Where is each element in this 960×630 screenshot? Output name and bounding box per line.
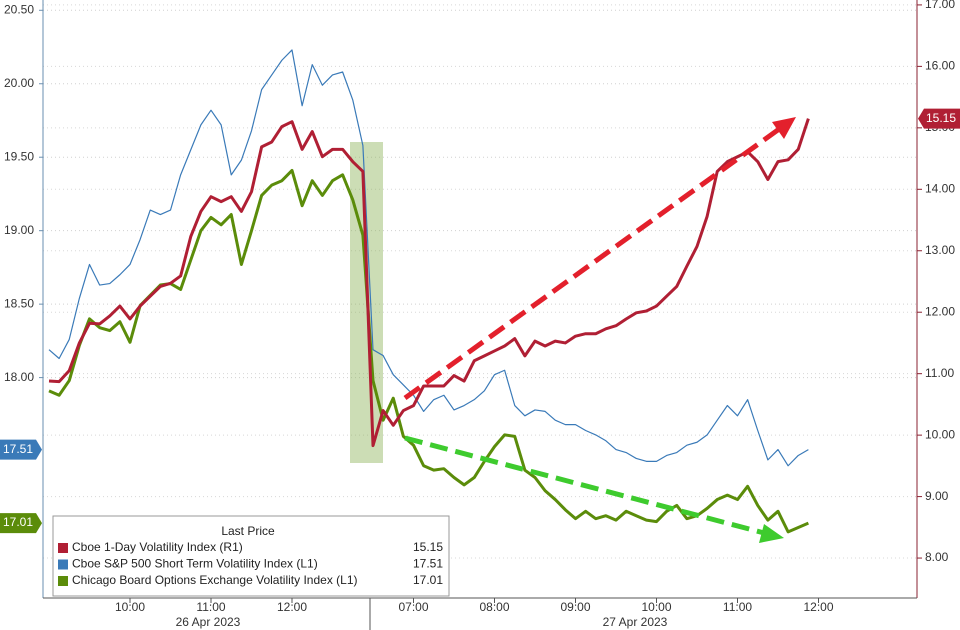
legend-value: 15.15	[413, 540, 443, 554]
legend-label: Cboe S&P 500 Short Term Volatility Index…	[72, 557, 318, 571]
legend-swatch	[58, 576, 68, 586]
y2-tick-label: 16.00	[925, 59, 955, 73]
series-line	[48, 49, 809, 467]
arrow-head	[759, 524, 784, 543]
y2-tick-label: 8.00	[925, 550, 949, 564]
red-arrow	[403, 117, 796, 401]
x-tick-label: 11:00	[723, 600, 752, 614]
y2-tick-label: 14.00	[925, 181, 955, 195]
y-tick-label: 20.00	[4, 76, 34, 90]
grid	[43, 4, 917, 559]
series-line	[48, 118, 810, 448]
axes: 18.00 18.50 19.00 19.50 20.00 20.50 8.00 9.00 10…	[4, 0, 955, 630]
y2-tick-label: 10.00	[925, 427, 955, 441]
legend-box	[52, 515, 450, 597]
x-tick-label: 11:00	[196, 600, 225, 614]
x-tick-label: 10:00	[641, 600, 671, 614]
x-tick-label: 10:00	[115, 600, 145, 614]
legend-label: Chicago Board Options Exchange Volatilit…	[72, 573, 358, 587]
arrow-shaft	[404, 435, 769, 537]
x-tick-label: 07:00	[398, 600, 428, 614]
green-arrow	[404, 435, 784, 543]
y2-tick-label: 9.00	[925, 489, 949, 503]
arrow-head	[772, 117, 796, 139]
y-tick-label: 18.00	[4, 370, 34, 384]
legend-title: Last Price	[221, 524, 275, 538]
date-label: 26 Apr 2023	[176, 615, 241, 629]
y-tick-label: 20.50	[4, 2, 34, 16]
date-label: 27 Apr 2023	[603, 615, 668, 629]
y2-tick-label: 12.00	[925, 304, 955, 318]
legend-swatch	[58, 543, 68, 553]
last-price-tag	[918, 108, 960, 129]
legend-label: Cboe 1-Day Volatility Index (R1)	[72, 540, 243, 554]
legend-value: 17.51	[413, 557, 443, 571]
last-price-label: 15.15	[926, 111, 956, 125]
y-tick-label: 19.50	[4, 149, 34, 163]
x-tick-label: 08:00	[479, 600, 509, 614]
last-price-tag	[0, 513, 42, 534]
x-tick-label: 12:00	[803, 600, 833, 614]
legend-swatch	[58, 559, 68, 570]
y2-tick-label: 17.00	[925, 0, 955, 11]
x-tick-label: 12:00	[277, 600, 307, 614]
last-price-tag	[0, 439, 42, 460]
legend: Last Price Cboe 1-Day Volatility Index (…	[52, 515, 450, 597]
legend-rows: Cboe 1-Day Volatility Index (R1) 15.15 Cbo…	[58, 540, 443, 587]
legend-value: 17.01	[413, 573, 443, 587]
last-price-label: 17.01	[3, 515, 33, 529]
last-price-tags: 15.15 17.51 17.01	[0, 108, 960, 534]
x-tick-label: 09:00	[560, 600, 590, 614]
y2-tick-label: 11.00	[925, 366, 954, 380]
y2-tick-label: 13.00	[925, 243, 955, 257]
last-price-label: 17.51	[3, 442, 33, 456]
y-tick-label: 19.00	[4, 223, 34, 237]
y-tick-label: 18.50	[4, 296, 34, 310]
